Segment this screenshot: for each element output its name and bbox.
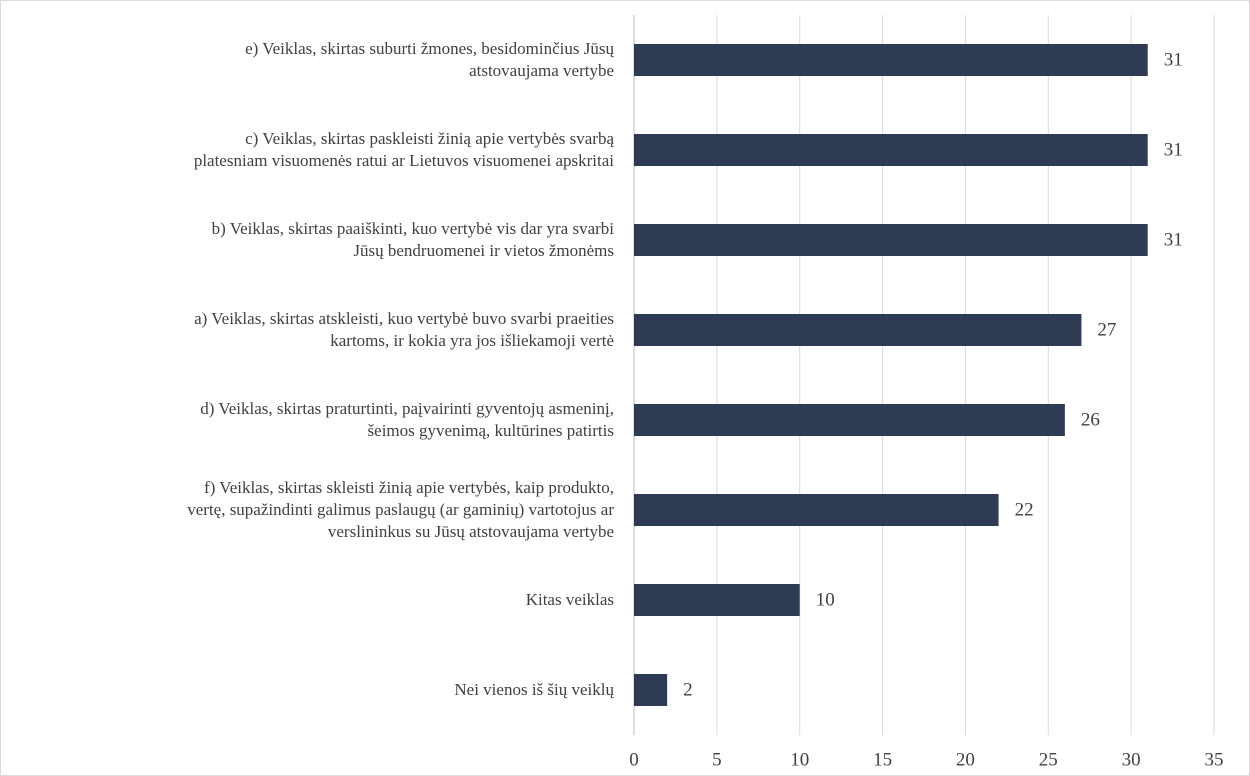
x-tick-label: 35 <box>1205 749 1224 770</box>
value-label: 31 <box>1164 139 1183 160</box>
y-tick-label: a) Veiklas, skirtas atskleisti, kuo vert… <box>194 309 614 350</box>
y-tick-label: b) Veiklas, skirtas paaiškinti, kuo vert… <box>211 219 614 260</box>
bar <box>634 674 668 706</box>
x-tick-label: 20 <box>956 749 975 770</box>
bar <box>634 404 1065 436</box>
category-label-box: c) Veiklas, skirtas paskleisti žinią api… <box>193 129 614 170</box>
x-tick-label: 0 <box>629 749 639 770</box>
category-label-box: b) Veiklas, skirtas paaiškinti, kuo vert… <box>211 219 614 260</box>
y-tick-label: Nei vienos iš šių veiklų <box>454 680 614 699</box>
x-tick-label: 10 <box>790 749 809 770</box>
bar <box>634 494 999 526</box>
category-label-box: a) Veiklas, skirtas atskleisti, kuo vert… <box>194 309 614 350</box>
category-label-box: e) Veiklas, skirtas suburti žmones, besi… <box>245 39 614 80</box>
category-label-box: Nei vienos iš šių veiklų <box>454 680 614 699</box>
y-tick-label: e) Veiklas, skirtas suburti žmones, besi… <box>245 39 614 80</box>
y-tick-label: f) Veiklas, skirtas skleisti žinią apie … <box>187 478 614 541</box>
y-tick-label: c) Veiklas, skirtas paskleisti žinią api… <box>193 129 614 170</box>
category-label-box: d) Veiklas, skirtas praturtinti, paįvair… <box>200 399 614 440</box>
value-label: 31 <box>1164 49 1183 70</box>
y-tick-label: d) Veiklas, skirtas praturtinti, paįvair… <box>200 399 614 440</box>
category-label-box: Kitas veiklas <box>525 590 614 609</box>
bar <box>634 314 1082 346</box>
bar <box>634 584 800 616</box>
value-label: 10 <box>816 589 835 610</box>
x-tick-label: 25 <box>1039 749 1058 770</box>
x-tick-label: 30 <box>1122 749 1141 770</box>
value-label: 22 <box>1015 499 1034 520</box>
bar <box>634 44 1148 76</box>
value-label: 2 <box>683 679 693 700</box>
value-label: 31 <box>1164 229 1183 250</box>
bar <box>634 224 1148 256</box>
x-tick-label: 15 <box>873 749 892 770</box>
bar <box>634 134 1148 166</box>
category-label-box: f) Veiklas, skirtas skleisti žinią apie … <box>187 478 614 541</box>
x-tick-label: 5 <box>712 749 722 770</box>
value-label: 26 <box>1081 409 1100 430</box>
y-tick-label: Kitas veiklas <box>525 590 614 609</box>
value-label: 27 <box>1097 319 1116 340</box>
